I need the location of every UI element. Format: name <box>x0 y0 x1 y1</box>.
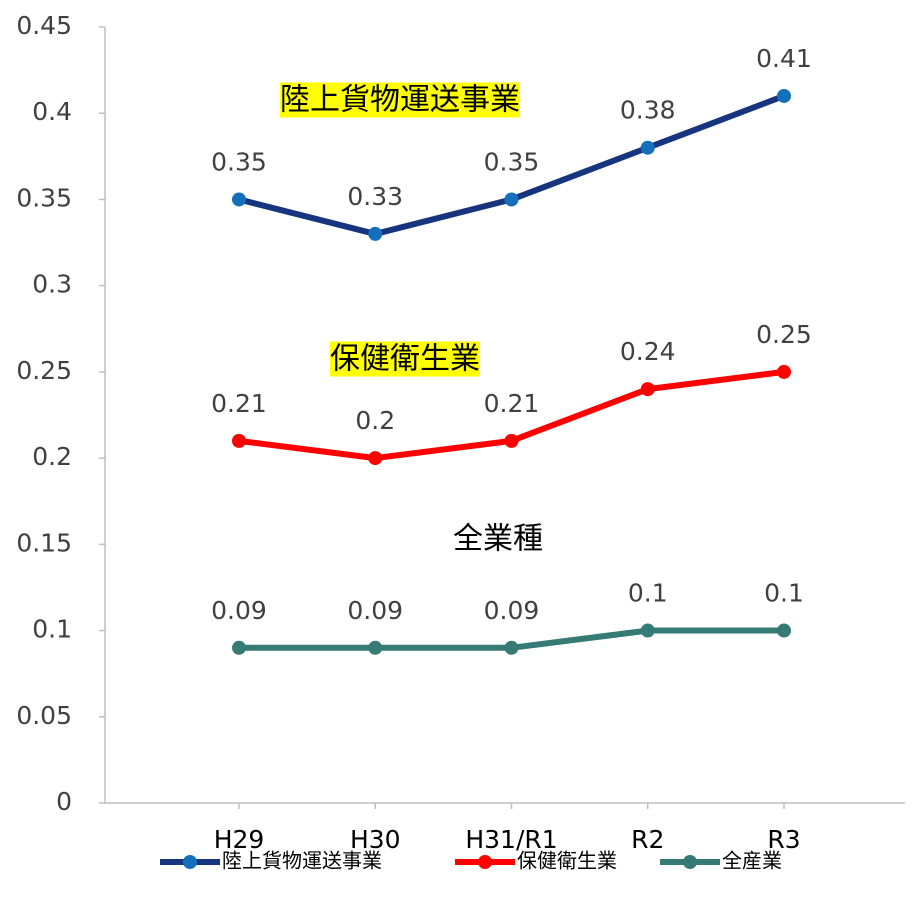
y-tick-label: 0.35 <box>16 183 72 212</box>
data-label: 0.1 <box>628 579 668 608</box>
marker <box>640 140 655 155</box>
x-tick-label: R3 <box>767 825 800 854</box>
marker <box>777 88 791 103</box>
annotation: 保健衛生業 <box>330 341 480 377</box>
legend-label: 全産業 <box>722 849 782 873</box>
annotation-text: 陸上貨物運送事業 <box>280 83 520 118</box>
marker <box>504 640 519 655</box>
data-label: 0.2 <box>355 406 395 435</box>
marker <box>368 451 383 466</box>
data-label: 0.1 <box>764 579 804 608</box>
x-tick-label: H30 <box>350 825 401 854</box>
data-label: 0.09 <box>484 596 540 625</box>
marker <box>640 382 655 397</box>
marker <box>368 226 383 241</box>
annotation-highlight <box>280 82 520 118</box>
marker <box>232 192 246 207</box>
y-tick-label: 0.4 <box>32 97 72 126</box>
marker <box>232 433 246 448</box>
marker <box>504 192 519 207</box>
annotation: 陸上貨物運送事業 <box>280 82 520 118</box>
data-label: 0.21 <box>484 389 540 418</box>
marker <box>504 433 519 448</box>
data-label: 0.38 <box>620 96 676 125</box>
marker <box>232 640 246 655</box>
data-label: 0.24 <box>620 337 676 366</box>
data-label: 0.25 <box>756 320 812 349</box>
marker <box>777 623 791 638</box>
legend-marker <box>683 855 697 869</box>
y-tick-label: 0.1 <box>32 615 72 644</box>
legend-marker <box>478 855 492 869</box>
x-tick-label: H29 <box>214 825 265 854</box>
y-tick-label: 0 <box>56 787 72 816</box>
marker <box>368 640 383 655</box>
data-label: 0.33 <box>347 182 403 211</box>
data-label: 0.35 <box>211 147 267 176</box>
legend-label: 陸上貨物運送事業 <box>222 849 382 873</box>
y-tick-label: 0.2 <box>32 442 72 471</box>
x-tick-label: H31/R1 <box>465 825 557 854</box>
y-tick-label: 0.25 <box>16 356 72 385</box>
x-tick-label: R2 <box>631 825 664 854</box>
data-label: 0.41 <box>756 44 812 73</box>
marker <box>777 364 791 379</box>
data-label: 0.21 <box>211 389 267 418</box>
y-tick-label: 0.3 <box>32 270 72 299</box>
y-tick-label: 0.15 <box>16 528 72 557</box>
annotation-highlight <box>330 341 480 377</box>
legend-marker <box>183 855 197 869</box>
y-tick-label: 0.05 <box>16 701 72 730</box>
data-label: 0.09 <box>211 596 267 625</box>
y-tick-label: 0.45 <box>16 11 72 40</box>
data-label: 0.35 <box>484 147 540 176</box>
legend-label: 保健衛生業 <box>517 849 617 873</box>
annotation: 全業種 <box>453 522 543 557</box>
data-label: 0.09 <box>347 596 403 625</box>
annotation-text: 保健衛生業 <box>330 342 480 377</box>
annotation-text: 全業種 <box>453 522 543 557</box>
marker <box>640 623 655 638</box>
